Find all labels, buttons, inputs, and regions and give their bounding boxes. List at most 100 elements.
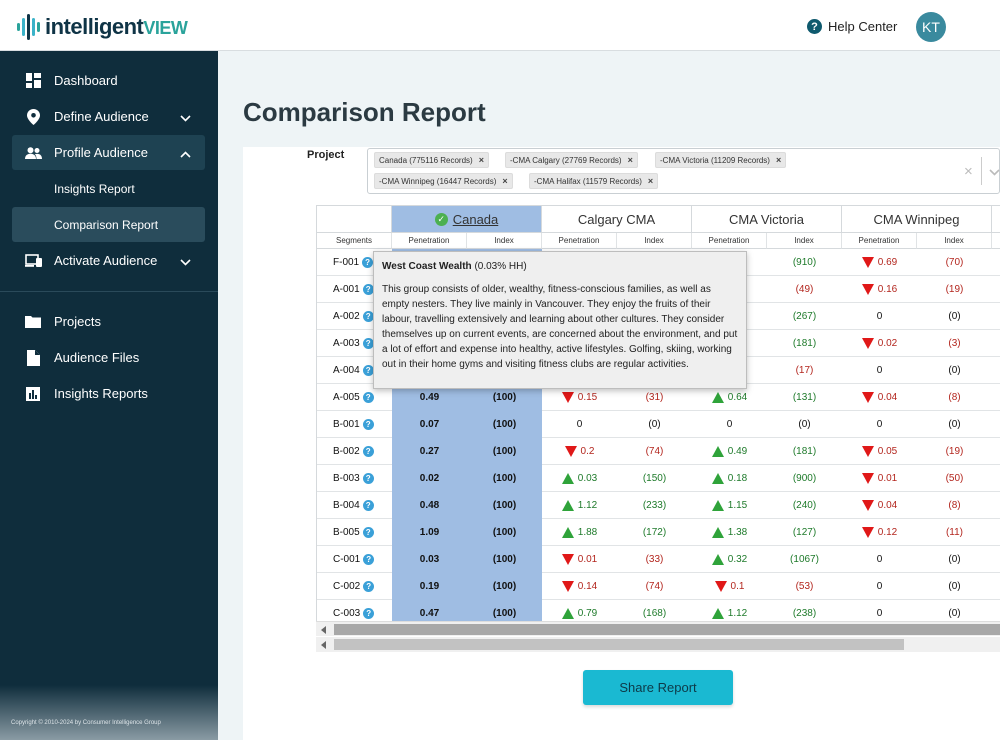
sidebar: Dashboard Define Audience Profile Audien… xyxy=(0,51,218,740)
project-chip: Canada (775116 Records) × xyxy=(374,152,489,168)
table-row: B-003? 0.02 (100) 0.03 (150) 0.18 (900) 0.01 (50… xyxy=(317,465,1000,492)
calgary-index: (233) xyxy=(617,492,692,519)
remove-chip-icon[interactable]: × xyxy=(775,155,782,165)
cell-value: 0 xyxy=(876,419,883,430)
cell-value: 0.79 xyxy=(577,608,598,619)
victoria-penetration: 1.12 xyxy=(692,600,767,627)
cell-value: 1.15 xyxy=(727,500,748,511)
segment-cell: A-002? xyxy=(317,303,392,330)
horizontal-scrollbar-secondary[interactable] xyxy=(316,637,1000,652)
subheader-overflow xyxy=(992,233,1000,249)
scroll-left-icon[interactable] xyxy=(321,641,326,649)
remove-chip-icon[interactable]: × xyxy=(647,176,654,186)
remove-chip-icon[interactable]: × xyxy=(627,155,633,165)
column-header-calgary[interactable]: Calgary CMA xyxy=(542,205,692,233)
calgary-penetration: 0.79 xyxy=(542,600,617,627)
cell-value: 0.15 xyxy=(577,392,598,403)
subheader-penetration: Penetration xyxy=(842,233,917,249)
segment-info-icon[interactable]: ? xyxy=(362,473,374,484)
segment-info-icon[interactable]: ? xyxy=(362,392,374,403)
sidebar-item-insights-report[interactable]: Insights Report xyxy=(54,181,135,196)
cell-value: 0.14 xyxy=(577,581,598,592)
sidebar-item-activate-audience[interactable]: Activate Audience xyxy=(12,243,205,278)
page-title: Comparison Report xyxy=(243,97,486,127)
winnipeg-penetration: 0.04 xyxy=(842,492,917,519)
segment-info-icon[interactable]: ? xyxy=(362,527,374,538)
help-center-link[interactable]: ? Help Center xyxy=(807,19,897,34)
cell-value: 0.64 xyxy=(727,392,748,403)
segment-info-icon[interactable]: ? xyxy=(362,338,374,349)
chip-label: -CMA Calgary (27769 Records) xyxy=(510,155,622,165)
cell-value: (100) xyxy=(492,473,517,484)
clear-all-icon[interactable]: × xyxy=(964,163,973,180)
segment-info-icon[interactable]: ? xyxy=(362,284,374,295)
cell-value: A-003 xyxy=(333,338,360,349)
app-logo[interactable]: intelligentVIEW xyxy=(17,14,188,40)
sidebar-item-dashboard[interactable]: Dashboard xyxy=(12,63,205,98)
winnipeg-index: (0) xyxy=(917,600,992,627)
help-center-label: Help Center xyxy=(828,19,898,34)
victoria-index: (17) xyxy=(767,357,842,384)
sidebar-item-projects[interactable]: Projects xyxy=(12,304,205,339)
canada-index: (100) xyxy=(467,546,542,573)
tooltip-title: West Coast Wealth xyxy=(382,261,472,272)
sidebar-item-comparison-report[interactable]: Comparison Report xyxy=(12,207,205,242)
column-header-winnipeg[interactable]: CMA Winnipeg xyxy=(842,205,992,233)
segment-info-icon[interactable]: ? xyxy=(363,608,375,619)
segment-info-icon[interactable]: ? xyxy=(362,311,374,322)
remove-chip-icon[interactable]: × xyxy=(478,155,484,165)
arrow-down-icon xyxy=(861,257,874,268)
segment-info-icon[interactable]: ? xyxy=(363,554,375,565)
scroll-left-icon[interactable] xyxy=(321,626,326,634)
share-report-button[interactable]: Share Report xyxy=(583,670,733,705)
remove-chip-icon[interactable]: × xyxy=(502,176,508,186)
cell-value: (50) xyxy=(945,473,964,484)
victoria-penetration: 0.1 xyxy=(692,573,767,600)
logo-icon xyxy=(17,14,40,40)
segment-info-icon[interactable]: ? xyxy=(362,500,374,511)
cell-value: 0.32 xyxy=(727,554,748,565)
canada-index: (100) xyxy=(467,519,542,546)
subheader-index: Index xyxy=(617,233,692,249)
canada-penetration: 1.09 xyxy=(392,519,467,546)
segment-info-icon[interactable]: ? xyxy=(362,419,374,430)
sidebar-footer xyxy=(0,685,218,740)
cell-value: B-001 xyxy=(333,419,360,430)
arrow-down-icon xyxy=(561,581,574,592)
cell-value: B-003 xyxy=(333,473,360,484)
cell-value: 0.19 xyxy=(419,581,440,592)
cell-value: 0.69 xyxy=(877,257,898,268)
sidebar-item-audience-files[interactable]: Audience Files xyxy=(12,340,205,375)
avatar[interactable]: KT xyxy=(916,12,946,42)
sidebar-item-label: Projects xyxy=(54,314,101,329)
calgary-index: (31) xyxy=(617,384,692,411)
sidebar-item-insights-reports[interactable]: Insights Reports xyxy=(12,376,205,411)
sidebar-item-define-audience[interactable]: Define Audience xyxy=(12,99,205,134)
segment-info-icon[interactable]: ? xyxy=(362,257,374,268)
calgary-index: (0) xyxy=(617,411,692,438)
column-header-canada[interactable]: ✓ Canada xyxy=(392,205,542,233)
segment-info-icon[interactable]: ? xyxy=(362,365,374,376)
scrollbar-thumb[interactable] xyxy=(334,624,1000,635)
sidebar-item-label: Insights Reports xyxy=(54,386,148,401)
segment-cell: B-002? xyxy=(317,438,392,465)
sidebar-item-label: Define Audience xyxy=(54,109,149,124)
cell-value: B-002 xyxy=(333,446,360,457)
horizontal-scrollbar[interactable] xyxy=(316,621,1000,636)
cell-value: (240) xyxy=(792,500,817,511)
cell-value: 0 xyxy=(726,419,733,430)
chevron-down-icon[interactable] xyxy=(989,163,1000,181)
cell-value: (19) xyxy=(945,284,964,295)
scrollbar-thumb[interactable] xyxy=(334,639,904,650)
cell-value: (74) xyxy=(645,446,664,457)
project-multiselect[interactable]: Canada (775116 Records) × -CMA Calgary (2… xyxy=(367,148,1000,194)
column-header-victoria[interactable]: CMA Victoria xyxy=(692,205,842,233)
segment-info-icon[interactable]: ? xyxy=(362,446,374,457)
sidebar-item-profile-audience[interactable]: Profile Audience xyxy=(12,135,205,170)
cell-value: (31) xyxy=(645,392,664,403)
segment-cell: A-003? xyxy=(317,330,392,357)
victoria-index: (1067) xyxy=(767,546,842,573)
cell-value: 1.12 xyxy=(727,608,748,619)
canada-penetration: 0.07 xyxy=(392,411,467,438)
segment-info-icon[interactable]: ? xyxy=(363,581,375,592)
